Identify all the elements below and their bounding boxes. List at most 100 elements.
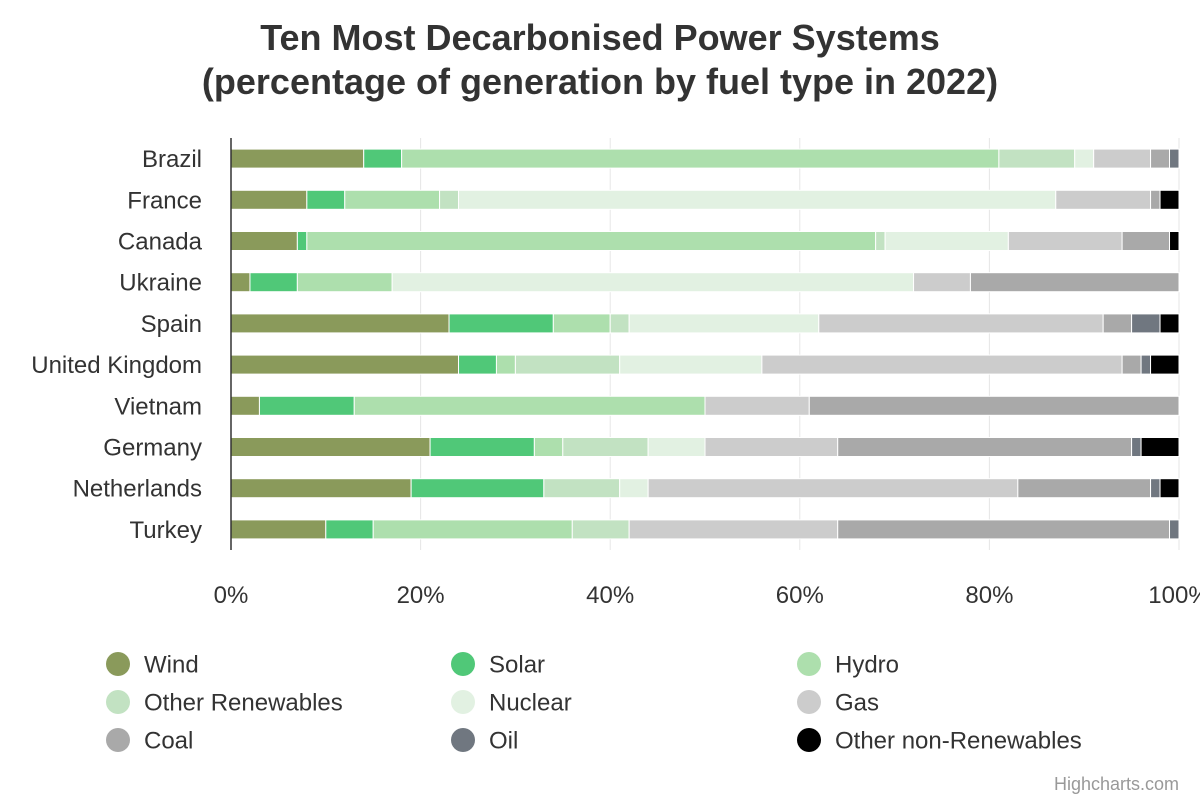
bar-segment[interactable] (258, 395, 355, 416)
bar-segment[interactable] (230, 478, 412, 499)
bar-segment[interactable] (249, 272, 298, 293)
bar-segment[interactable] (1055, 189, 1152, 210)
bar-segment[interactable] (628, 313, 820, 334)
bar-stacks (230, 148, 1180, 540)
bar-segment[interactable] (884, 231, 1009, 251)
bar-segment[interactable] (401, 148, 1000, 169)
bar-segment[interactable] (1140, 354, 1152, 375)
x-tick-label: 40% (586, 582, 634, 609)
legend-item[interactable]: Other non-Renewables (797, 728, 1082, 755)
bar-segment[interactable] (1102, 313, 1133, 334)
legend-item[interactable]: Solar (451, 652, 545, 679)
bar-segment[interactable] (1169, 148, 1180, 169)
bar-segment[interactable] (1150, 478, 1161, 499)
bar-segment[interactable] (609, 313, 630, 334)
bar-segment[interactable] (230, 272, 251, 293)
bar-segment[interactable] (344, 189, 441, 210)
bar-segment[interactable] (647, 437, 706, 457)
bar-segment[interactable] (1093, 148, 1152, 169)
legend-item[interactable]: Other Renewables (106, 690, 343, 717)
bar-segment[interactable] (230, 189, 308, 210)
bar-segment[interactable] (391, 272, 915, 293)
bar-segment[interactable] (552, 313, 611, 334)
bar-segment[interactable] (230, 231, 298, 251)
bar-segment[interactable] (325, 519, 374, 540)
bar-segment[interactable] (306, 231, 877, 251)
bar-segment[interactable] (296, 272, 393, 293)
bar-segment[interactable] (1159, 478, 1180, 499)
legend-item[interactable]: Wind (106, 652, 199, 679)
legend-label: Nuclear (489, 690, 572, 717)
bar-segment[interactable] (1159, 189, 1180, 210)
bar-segment[interactable] (514, 354, 621, 375)
bar-segment[interactable] (1159, 313, 1180, 334)
x-tick-label: 80% (965, 582, 1013, 609)
bar-segment[interactable] (458, 189, 1057, 210)
bar-segment[interactable] (439, 189, 460, 210)
bar-segment[interactable] (1150, 354, 1180, 375)
bar-segment[interactable] (543, 478, 621, 499)
bar-segment[interactable] (230, 354, 460, 375)
credits-link[interactable]: Highcharts.com (1054, 774, 1179, 794)
bar-segment[interactable] (353, 395, 706, 416)
bar-segment[interactable] (363, 148, 403, 169)
legend-marker (451, 652, 475, 676)
bar-segment[interactable] (998, 148, 1076, 169)
bar-segment[interactable] (1140, 437, 1180, 457)
bar-segment[interactable] (296, 231, 308, 251)
legend: Wind Solar Hydro Other Renewables Nuclear Gas… (106, 652, 1082, 755)
bar-segment[interactable] (704, 437, 839, 457)
legend-item[interactable]: Coal (106, 728, 193, 755)
bar-row (230, 395, 1180, 416)
bar-segment[interactable] (230, 519, 327, 540)
bar-segment[interactable] (1169, 519, 1180, 540)
bar-segment[interactable] (837, 519, 1171, 540)
bar-segment[interactable] (761, 354, 1123, 375)
legend-label: Hydro (835, 652, 899, 679)
legend-marker (797, 690, 821, 714)
bar-segment[interactable] (562, 437, 649, 457)
bar-segment[interactable] (818, 313, 1104, 334)
bar-segment[interactable] (619, 478, 649, 499)
bar-segment[interactable] (1169, 231, 1180, 251)
bar-segment[interactable] (306, 189, 346, 210)
bar-segment[interactable] (1121, 354, 1142, 375)
bar-segment[interactable] (647, 478, 1019, 499)
bar-segment[interactable] (837, 437, 1133, 457)
bar-segment[interactable] (704, 395, 810, 416)
bar-segment[interactable] (410, 478, 545, 499)
legend-marker (451, 690, 475, 714)
bar-segment[interactable] (533, 437, 564, 457)
legend-marker (106, 728, 130, 752)
bar-segment[interactable] (1150, 189, 1161, 210)
legend-item[interactable]: Oil (451, 728, 518, 755)
bar-segment[interactable] (429, 437, 535, 457)
bar-segment[interactable] (448, 313, 554, 334)
bar-segment[interactable] (230, 148, 365, 169)
bar-segment[interactable] (808, 395, 1180, 416)
legend-label: Other Renewables (144, 690, 343, 717)
bar-segment[interactable] (571, 519, 630, 540)
bar-row (230, 272, 1180, 293)
legend-item[interactable]: Gas (797, 690, 879, 717)
bar-segment[interactable] (913, 272, 971, 293)
bar-segment[interactable] (230, 313, 450, 334)
bar-segment[interactable] (1007, 231, 1123, 251)
bar-segment[interactable] (230, 395, 260, 416)
bar-segment[interactable] (969, 272, 1180, 293)
bar-segment[interactable] (230, 437, 431, 457)
bar-segment[interactable] (1131, 437, 1142, 457)
bar-segment[interactable] (619, 354, 763, 375)
bar-segment[interactable] (1017, 478, 1152, 499)
bar-segment[interactable] (495, 354, 516, 375)
bar-segment[interactable] (875, 231, 886, 251)
bar-segment[interactable] (1121, 231, 1171, 251)
legend-item[interactable]: Hydro (797, 652, 899, 679)
bar-segment[interactable] (1074, 148, 1095, 169)
bar-segment[interactable] (372, 519, 573, 540)
legend-item[interactable]: Nuclear (451, 690, 572, 717)
bar-segment[interactable] (458, 354, 497, 375)
bar-segment[interactable] (628, 519, 839, 540)
bar-segment[interactable] (1150, 148, 1171, 169)
bar-segment[interactable] (1131, 313, 1161, 334)
